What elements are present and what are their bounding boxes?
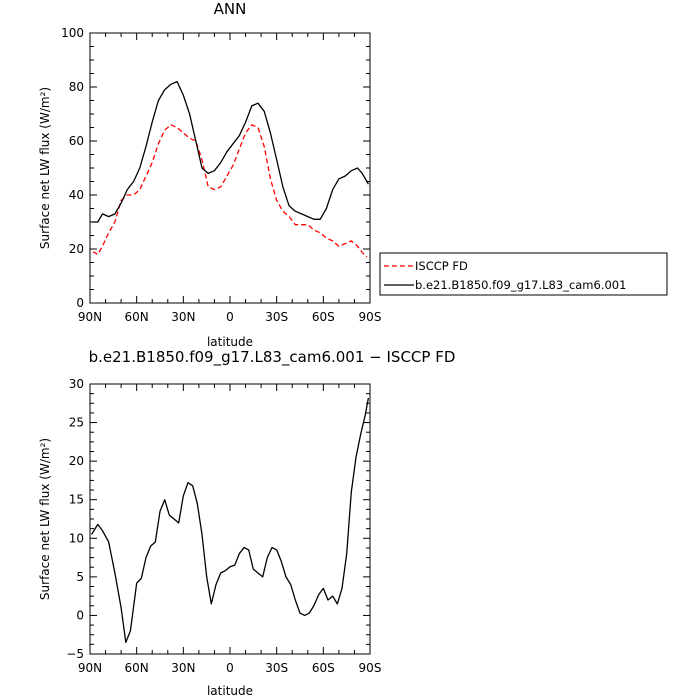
x-tick-label: 30N bbox=[171, 661, 195, 675]
bottom-panel-ylabel: Surface net LW flux (W/m²) bbox=[38, 438, 52, 600]
legend-frame bbox=[379, 252, 668, 296]
y-tick-label: 0 bbox=[76, 608, 84, 622]
x-tick-label: 60S bbox=[312, 310, 335, 324]
x-tick-label: 0 bbox=[226, 310, 234, 324]
y-tick-label: −5 bbox=[66, 647, 84, 661]
top-panel-ylabel: Surface net LW flux (W/m²) bbox=[38, 87, 52, 249]
y-tick-label: 80 bbox=[69, 80, 84, 94]
x-tick-label: 30S bbox=[265, 310, 288, 324]
series-line-isccp-fd bbox=[92, 124, 368, 258]
y-tick-label: 15 bbox=[69, 493, 84, 507]
bottom-panel-series bbox=[91, 397, 370, 644]
y-tick-label: 40 bbox=[69, 188, 84, 202]
series-line-b-e21-b1850-f09-g17-l83-cam6-001 bbox=[91, 80, 369, 223]
legend-label-model: b.e21.B1850.f09_g17.L83_cam6.001 bbox=[415, 278, 626, 292]
y-tick-label: 10 bbox=[69, 531, 84, 545]
x-tick-label: 90S bbox=[359, 310, 382, 324]
top-panel-xlabel: latitude bbox=[207, 335, 253, 349]
legend-label-isccp: ISCCP FD bbox=[415, 259, 468, 273]
top-panel-frame bbox=[89, 32, 371, 304]
x-tick-label: 30S bbox=[265, 661, 288, 675]
bottom-panel-frame bbox=[89, 383, 371, 655]
top-panel: ANN 0 20 40 60 80 100 90N 60N 30N 0 30S 60S 90S lati… bbox=[38, 0, 381, 349]
y-tick-label: 20 bbox=[69, 454, 84, 468]
x-tick-label: 30N bbox=[171, 310, 195, 324]
y-tick-label: 20 bbox=[69, 242, 84, 256]
y-tick-label: 100 bbox=[61, 26, 84, 40]
top-panel-ticks: 0 20 40 60 80 100 90N 60N 30N 0 30S 60S 90S bbox=[61, 26, 381, 324]
bottom-panel-xlabel: latitude bbox=[207, 684, 253, 698]
top-panel-title: ANN bbox=[214, 0, 247, 18]
y-tick-label: 5 bbox=[76, 570, 84, 584]
x-tick-label: 60S bbox=[312, 661, 335, 675]
series-line-difference bbox=[91, 397, 370, 644]
y-tick-label: 60 bbox=[69, 134, 84, 148]
x-tick-label: 90N bbox=[78, 310, 102, 324]
x-tick-label: 60N bbox=[125, 661, 149, 675]
legend: ISCCP FD b.e21.B1850.f09_g17.L83_cam6.00… bbox=[379, 252, 668, 296]
bottom-panel: b.e21.B1850.f09_g17.L83_cam6.001 − ISCCP… bbox=[38, 348, 455, 698]
x-tick-label: 0 bbox=[226, 661, 234, 675]
y-tick-label: 0 bbox=[76, 296, 84, 310]
y-tick-label: 30 bbox=[69, 377, 84, 391]
y-tick-label: 25 bbox=[69, 416, 84, 430]
top-panel-series bbox=[91, 80, 369, 258]
x-tick-label: 90N bbox=[78, 661, 102, 675]
x-tick-label: 60N bbox=[125, 310, 149, 324]
bottom-panel-ticks: −5 0 5 10 15 20 25 30 90N 60N 30N 0 30S 60S 90S bbox=[66, 377, 381, 675]
x-tick-label: 90S bbox=[359, 661, 382, 675]
bottom-panel-title: b.e21.B1850.f09_g17.L83_cam6.001 − ISCCP… bbox=[89, 348, 456, 367]
